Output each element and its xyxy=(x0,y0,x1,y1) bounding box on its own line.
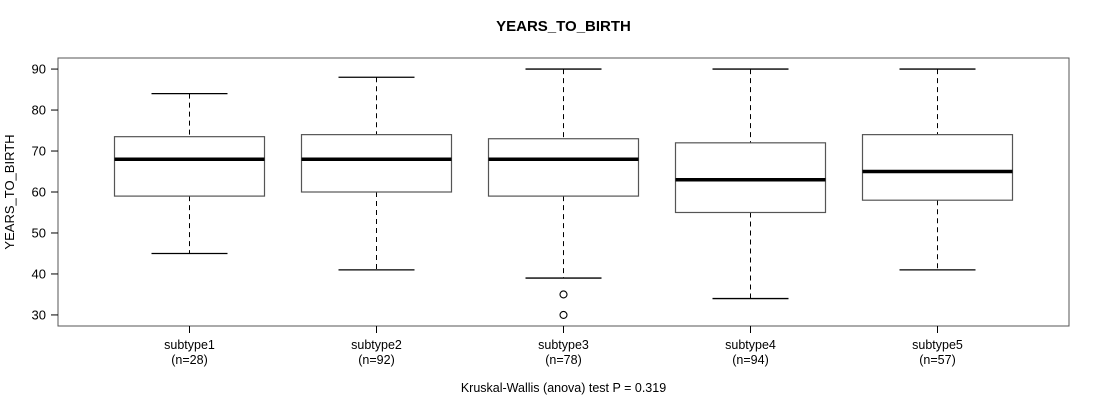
chart-caption: Kruskal-Wallis (anova) test P = 0.319 xyxy=(461,381,666,395)
category-sublabel: (n=92) xyxy=(358,353,394,367)
category-sublabel: (n=57) xyxy=(919,353,955,367)
category-label: subtype5 xyxy=(912,338,963,352)
category-sublabel: (n=94) xyxy=(732,353,768,367)
iqr-box xyxy=(487,138,640,197)
chart-title: YEARS_TO_BIRTH xyxy=(496,18,631,35)
y-tick-label: 50 xyxy=(32,225,46,240)
category-label: subtype3 xyxy=(538,338,589,352)
category-label: subtype2 xyxy=(351,338,402,352)
outlier-point xyxy=(559,310,568,319)
category-sublabel: (n=28) xyxy=(171,353,207,367)
y-tick-label: 90 xyxy=(32,62,46,77)
y-tick-label: 70 xyxy=(32,144,46,159)
category-sublabel: (n=78) xyxy=(545,353,581,367)
y-tick-label: 40 xyxy=(32,266,46,281)
y-tick-label: 60 xyxy=(32,185,46,200)
iqr-box xyxy=(113,136,266,197)
iqr-box xyxy=(674,142,827,214)
plot-area: 30405060708090subtype1(n=28)subtype2(n=9… xyxy=(32,57,1070,367)
category-label: subtype4 xyxy=(725,338,776,352)
outlier-point xyxy=(559,290,568,299)
y-tick-label: 80 xyxy=(32,103,46,118)
iqr-box xyxy=(300,134,453,193)
y-tick-label: 30 xyxy=(32,307,46,322)
y-axis-label: YEARS_TO_BIRTH xyxy=(2,134,17,249)
category-label: subtype1 xyxy=(164,338,215,352)
iqr-box xyxy=(861,134,1014,201)
